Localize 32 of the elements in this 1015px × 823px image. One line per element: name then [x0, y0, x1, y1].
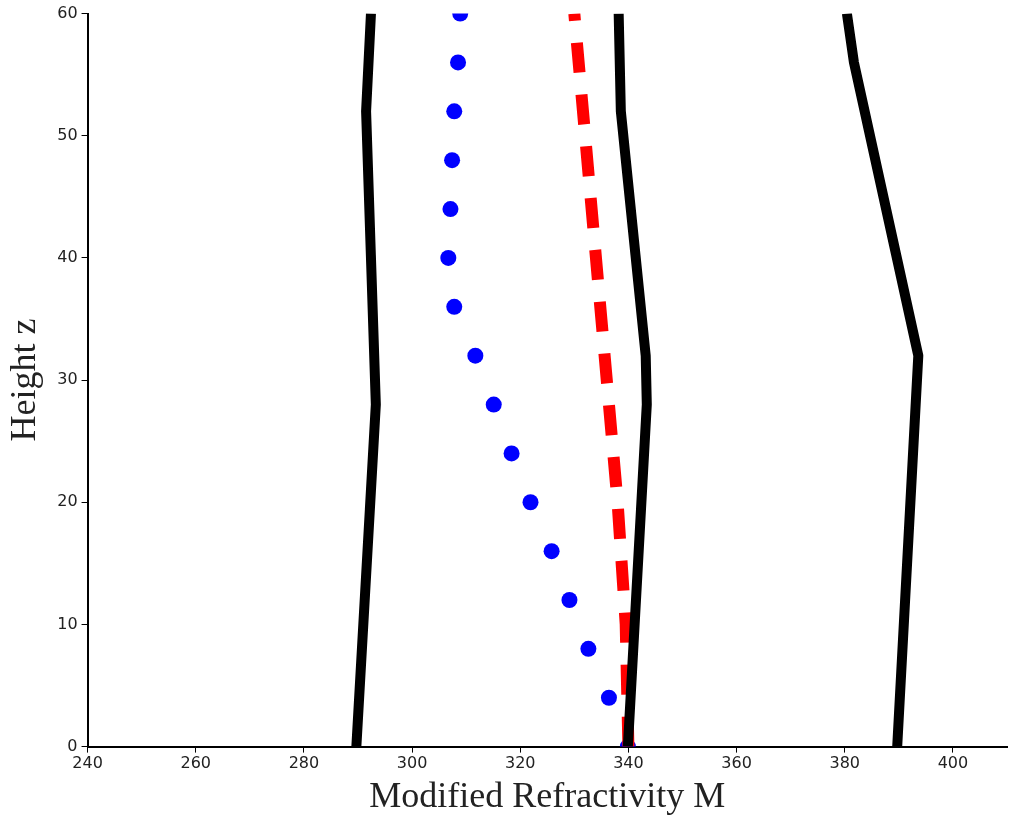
y-tick-label: 40: [57, 247, 78, 267]
point: [522, 494, 539, 511]
point: [446, 103, 463, 120]
point: [600, 689, 617, 706]
point: [580, 640, 597, 657]
point: [503, 445, 520, 462]
point: [444, 152, 461, 169]
x-tick-label: 280: [288, 753, 320, 773]
y-tick-label: 50: [57, 124, 78, 144]
point: [446, 298, 463, 315]
point: [467, 347, 484, 364]
point: [440, 249, 457, 266]
y-tick-label: 20: [57, 491, 78, 511]
point: [485, 396, 502, 413]
x-tick-label: 360: [721, 753, 752, 773]
x-tick-label: 300: [396, 753, 428, 773]
y-tick-label: 0: [67, 735, 78, 755]
x-tick-label: 340: [613, 753, 644, 773]
x-tick-label: 380: [829, 753, 861, 773]
x-tick-label: 240: [72, 753, 103, 773]
x-tick-label: 320: [504, 753, 536, 773]
y-axis-title: Height z: [3, 318, 44, 442]
x-tick-label: 400: [937, 753, 969, 773]
y-tick-label: 60: [57, 2, 78, 22]
y-tick-label: 10: [57, 613, 78, 633]
point: [442, 201, 459, 218]
point: [561, 592, 578, 608]
point: [450, 54, 467, 71]
point: [543, 543, 560, 560]
x-tick-label: 260: [180, 753, 211, 773]
y-tick-label: 30: [57, 369, 78, 389]
x-axis-title: Modified Refractivity M: [369, 774, 726, 815]
